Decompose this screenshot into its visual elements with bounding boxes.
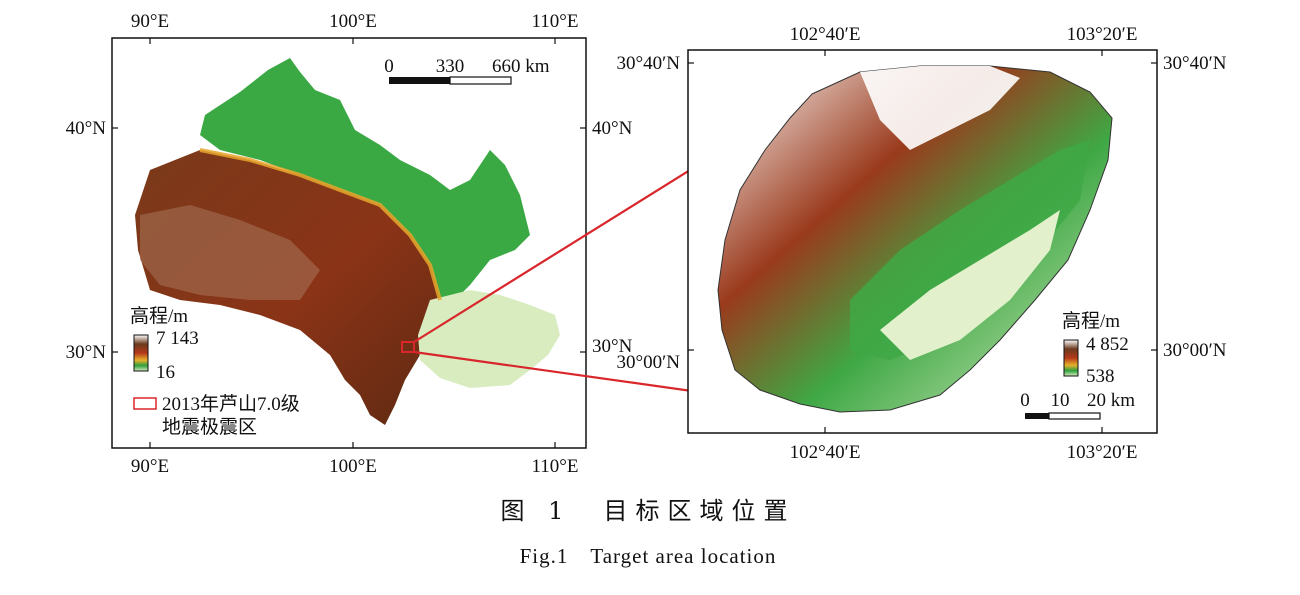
left-bottom-tick-2: 110°E — [532, 456, 579, 477]
left-elevation-legend: 高程/m 7 143 16 — [130, 305, 199, 383]
left-legend-max: 7 143 — [156, 328, 199, 349]
right-left-tick-1: 30°00′N — [617, 352, 681, 373]
terrain-plateau-light — [140, 205, 320, 300]
caption-chinese: 图 1 目标区域位置 — [501, 497, 796, 525]
right-top-tick-0: 102°40′E — [790, 24, 861, 45]
right-left-tick-0: 30°40′N — [617, 53, 681, 74]
right-terrain-valley-green — [850, 140, 1090, 360]
left-scale-label-2: 660 km — [492, 56, 550, 77]
left-scale-bar: 0 330 660 km — [384, 56, 550, 85]
left-top-tick-2: 110°E — [532, 11, 579, 32]
caption-english: Fig.1 Target area location — [520, 544, 777, 568]
left-terrain — [135, 58, 560, 425]
right-right-tick-0: 30°40′N — [1163, 53, 1227, 74]
left-ticks — [112, 38, 586, 448]
epicenter-legend: 2013年芦山7.0级 地震极震区 — [133, 393, 300, 438]
left-right-tick-0: 40°N — [592, 118, 633, 139]
right-elevation-legend: 高程/m 4 852 538 — [1062, 310, 1129, 387]
right-ticks — [688, 50, 1157, 433]
epicenter-box — [401, 341, 415, 353]
left-bottom-tick-0: 90°E — [131, 456, 169, 477]
right-terrain-white-peaks — [860, 66, 1020, 150]
right-legend-max: 4 852 — [1086, 334, 1129, 355]
left-scale-label-1: 330 — [436, 56, 465, 77]
left-scale-label-0: 0 — [384, 56, 394, 77]
right-map: 102°40′E 103°20′E 102°40′E 103°20′E 30°4… — [617, 24, 1227, 463]
left-right-tick-1: 30°N — [592, 336, 633, 357]
left-legend-ramp — [133, 334, 149, 372]
right-legend-min: 538 — [1086, 366, 1115, 387]
right-terrain-lowland — [880, 210, 1060, 360]
left-bottom-tick-1: 100°E — [329, 456, 377, 477]
right-terrain — [717, 65, 1113, 413]
terrain-orange-rim — [199, 148, 442, 301]
terrain-basin-lowland — [418, 290, 560, 388]
right-bottom-tick-0: 102°40′E — [790, 442, 861, 463]
epicenter-legend-line2: 地震极震区 — [162, 416, 257, 438]
right-legend-ramp — [1063, 339, 1079, 377]
terrain-green-north — [200, 58, 530, 300]
right-bottom-tick-1: 103°20′E — [1067, 442, 1138, 463]
left-top-tick-1: 100°E — [329, 11, 377, 32]
left-legend-min: 16 — [156, 362, 175, 383]
right-legend-title: 高程/m — [1062, 310, 1120, 332]
left-left-tick-0: 40°N — [66, 118, 107, 139]
left-legend-title: 高程/m — [130, 305, 188, 327]
right-right-tick-1: 30°00′N — [1163, 340, 1227, 361]
right-terrain-area — [717, 65, 1113, 413]
right-scale-label-2: 20 km — [1087, 390, 1135, 411]
epicenter-legend-line1: 2013年芦山7.0级 — [162, 393, 300, 415]
right-top-tick-1: 103°20′E — [1067, 24, 1138, 45]
left-top-tick-0: 90°E — [131, 11, 169, 32]
epicenter-legend-swatch — [133, 397, 157, 410]
left-map: 90°E 100°E 110°E 90°E 100°E 110°E 40°N 3… — [66, 11, 633, 477]
right-scale-bar: 0 10 20 km — [1020, 390, 1135, 420]
right-scale-label-0: 0 — [1020, 390, 1030, 411]
left-left-tick-1: 30°N — [66, 342, 107, 363]
right-scale-label-1: 10 — [1051, 390, 1070, 411]
